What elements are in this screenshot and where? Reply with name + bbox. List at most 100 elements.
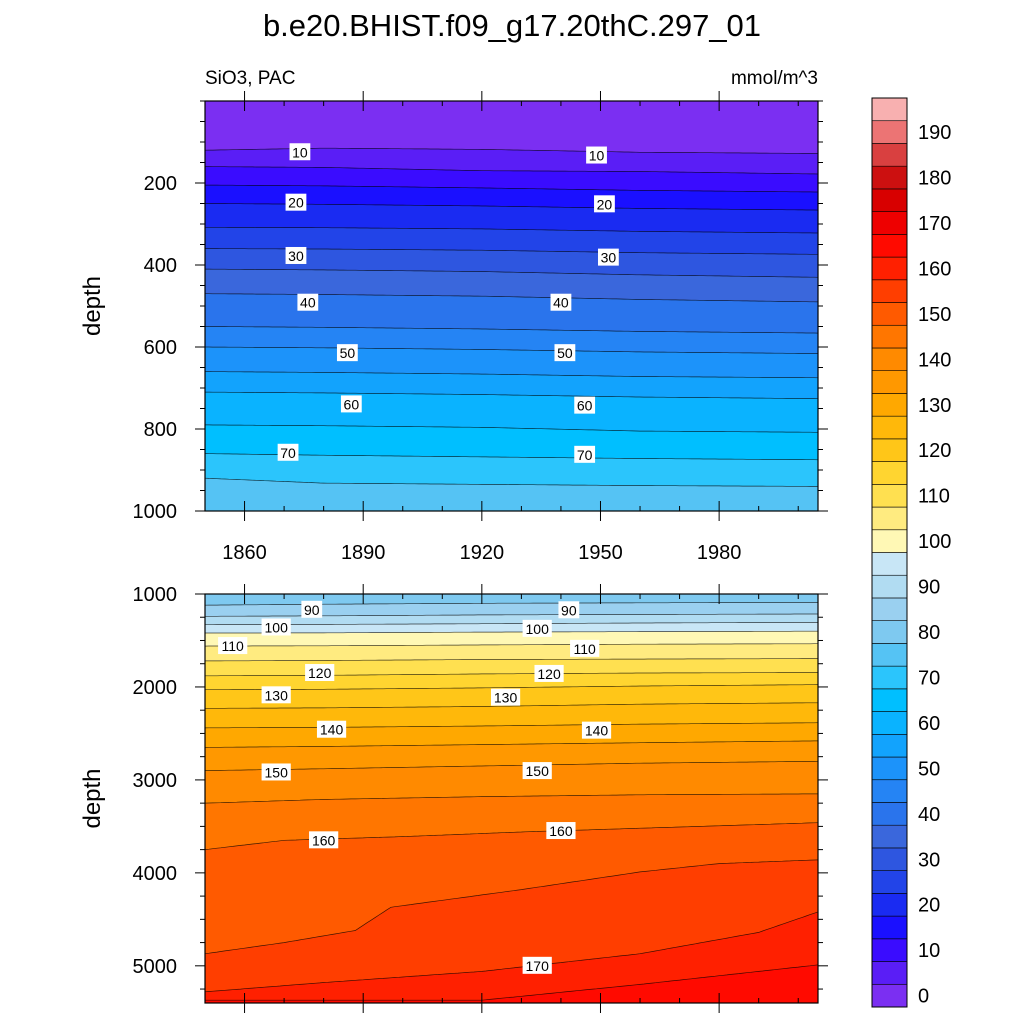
colorbar-swatch (871, 870, 908, 894)
colorbar-swatch (871, 438, 908, 462)
contour-label-box (581, 721, 612, 739)
upper-panel: 10 10 20 20 30 30 40 40 50 50 60 60 70 70 1860 1890 1920… (79, 91, 828, 564)
plot-frame (204, 593, 819, 1004)
colorbar-swatch (871, 597, 908, 621)
colorbar-label: 120 (918, 440, 951, 462)
contour-label: 10 (292, 144, 308, 160)
contour-line (205, 453, 818, 461)
colorbar-swatch (871, 393, 908, 417)
contour-label-box (289, 143, 311, 161)
colorbar-frame (871, 97, 908, 1008)
contour-label: 70 (280, 445, 296, 461)
contour-label-box (261, 763, 291, 781)
y-tick-label: 5000 (133, 956, 178, 978)
colorbar-swatch (871, 733, 908, 758)
contour-label: 140 (585, 723, 609, 739)
contour-label: 110 (574, 641, 597, 657)
colorbar-label: 30 (918, 849, 940, 871)
contour-line (205, 964, 818, 1001)
band-fill (205, 964, 818, 1003)
colorbar-swatch (871, 234, 908, 258)
colorbar-label: 170 (918, 213, 951, 235)
colorbar-swatch (871, 847, 908, 871)
contour-label: 60 (577, 398, 593, 414)
y-tick-label: 200 (144, 173, 177, 195)
y-tick-label: 400 (144, 255, 177, 277)
colorbar-label: 10 (918, 940, 940, 962)
x-tick-label: 1860 (222, 542, 267, 564)
contour-line (205, 346, 818, 354)
contour-line (205, 203, 818, 211)
contour-label-box (574, 396, 596, 414)
contour-label-box (316, 720, 347, 738)
colorbar-swatch (871, 756, 908, 781)
y-axis-label: depth (79, 768, 106, 828)
contour-label: 20 (597, 196, 613, 212)
contour-line (205, 622, 818, 626)
contour-label: 140 (320, 722, 344, 738)
colorbar-label: 50 (918, 758, 940, 780)
contour-label-box (522, 956, 552, 974)
colorbar-swatch (871, 347, 908, 372)
x-tick-label: 1920 (460, 542, 505, 564)
contour-label-box (285, 246, 307, 264)
contour-line (205, 760, 818, 771)
contour-label: 10 (589, 148, 605, 164)
contour-label: 90 (561, 602, 577, 618)
contour-label: 40 (553, 295, 569, 311)
colorbar-swatch (871, 938, 908, 962)
colorbar-swatch (871, 211, 908, 235)
contour-line (205, 226, 818, 234)
contour-label: 160 (549, 823, 573, 839)
colorbar-label: 140 (918, 349, 951, 371)
colorbar-swatch (871, 688, 908, 712)
colorbar-label: 180 (918, 168, 951, 190)
contour-label: 100 (265, 619, 289, 635)
contour-line (205, 477, 818, 487)
contour-label-box (570, 639, 600, 657)
colorbar-label: 20 (918, 895, 940, 917)
y-tick-label: 4000 (133, 863, 178, 885)
colorbar-label: 40 (918, 804, 940, 826)
band-fill (205, 478, 818, 511)
contour-label-box (574, 445, 596, 463)
contour-label: 60 (344, 396, 360, 412)
contour-label-box (558, 601, 580, 619)
contour-label-box (218, 637, 248, 655)
colorbar-swatch (871, 370, 908, 394)
colorbar-swatch (871, 120, 908, 144)
contour-label-box (336, 344, 358, 362)
y-tick-label: 600 (144, 337, 177, 359)
contour-label-box (490, 688, 521, 706)
colorbar-label: 160 (918, 258, 951, 280)
x-tick-label: 1890 (341, 542, 386, 564)
colorbar-swatch (871, 665, 908, 690)
variable-label: SiO3, PAC (205, 68, 295, 89)
colorbar-swatch (871, 256, 908, 281)
contour-label-box (277, 443, 299, 461)
contour-label-box (546, 822, 576, 840)
colorbar-swatch (871, 574, 908, 599)
contour-line (205, 822, 818, 850)
contour-label-box (550, 293, 572, 311)
x-tick-label: 1950 (578, 542, 623, 564)
contour-line (205, 326, 818, 334)
contour-line (205, 643, 818, 647)
colorbar-swatch (871, 620, 908, 644)
contour-label: 50 (340, 345, 356, 361)
contour-label-box (522, 762, 552, 780)
colorbar-swatch (871, 188, 908, 212)
contour-line (205, 424, 818, 433)
contour-line (205, 248, 818, 255)
contour-line (205, 722, 818, 729)
contour-label-box (297, 293, 319, 311)
colorbar-swatch (871, 484, 908, 508)
y-tick-label: 1000 (133, 584, 178, 606)
colorbar-swatch (871, 711, 908, 735)
contour-label-box (285, 193, 307, 211)
contour-label: 120 (537, 666, 561, 682)
colorbar-swatch (871, 97, 908, 122)
colorbar-swatch (871, 415, 908, 440)
colorbar-swatch (871, 983, 908, 1008)
contour-label-box (554, 344, 576, 362)
